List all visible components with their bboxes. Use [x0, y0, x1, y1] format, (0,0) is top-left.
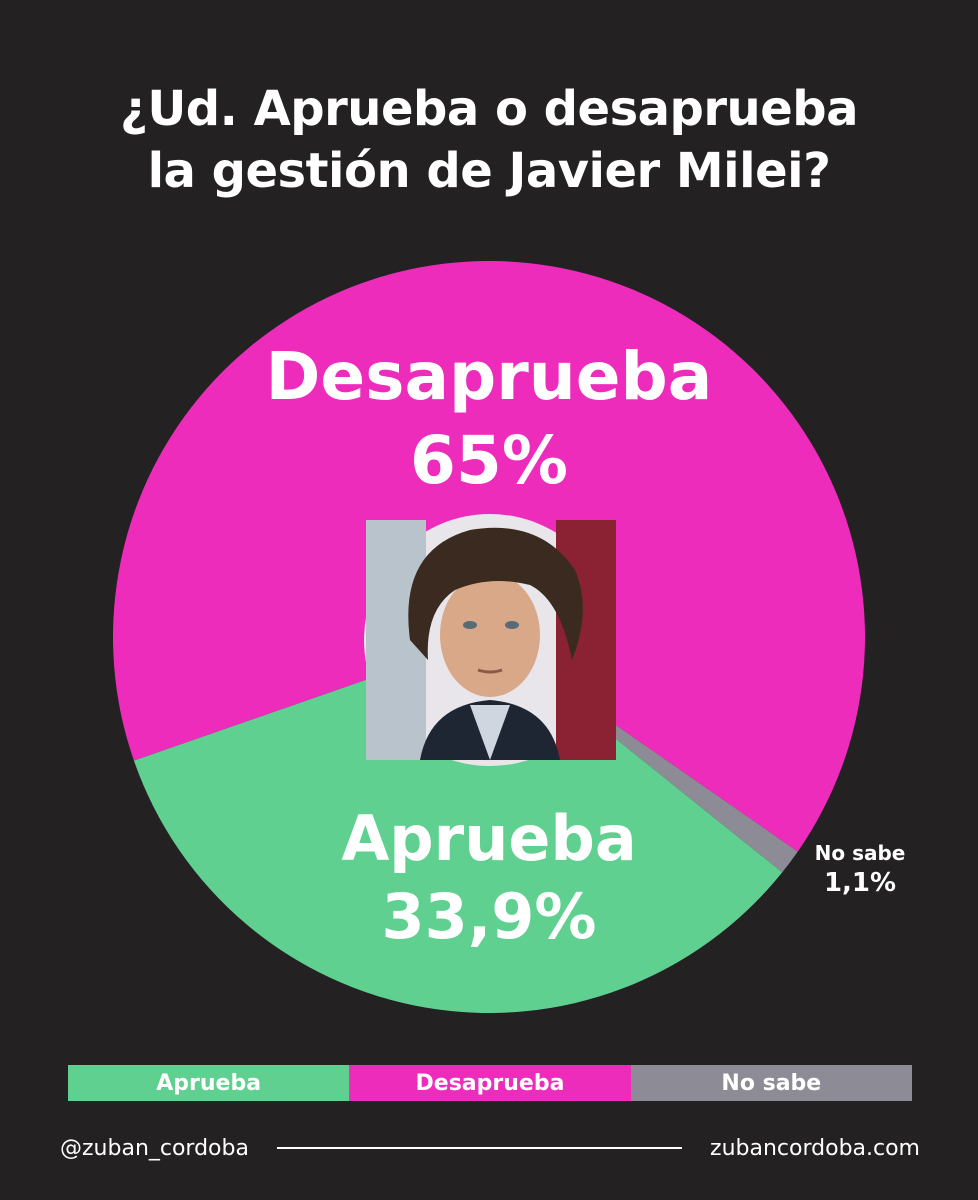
slice-value-nosabe: 1,1% [823, 868, 897, 898]
legend-item-desaprueba: Desaprueba [349, 1065, 631, 1101]
slice-name-aprueba: Aprueba [341, 802, 637, 875]
slice-label-nosabe: No sabe 1,1% [800, 840, 920, 900]
slice-value-desaprueba: 65% [410, 422, 568, 499]
slice-name-nosabe: No sabe [814, 841, 906, 865]
footer-divider [276, 1147, 683, 1149]
slice-label-desaprueba: Desaprueba 65% [189, 335, 789, 503]
website-url: zubancordoba.com [710, 1135, 920, 1161]
footer: @zuban_cordoba zubancordoba.com [60, 1133, 920, 1163]
title-line-1: ¿Ud. Aprueba o desaprueba [119, 81, 859, 137]
portrait-photo [364, 514, 616, 766]
pie-slice-aprueba [133, 637, 783, 1013]
legend: Aprueba Desaprueba No sabe [68, 1065, 912, 1101]
chart-title: ¿Ud. Aprueba o desaprueba la gestión de … [0, 78, 978, 202]
legend-item-nosabe: No sabe [630, 1065, 912, 1101]
title-line-2: la gestión de Javier Milei? [147, 143, 831, 199]
social-handle: @zuban_cordoba [60, 1135, 249, 1161]
legend-item-aprueba: Aprueba [68, 1065, 350, 1101]
slice-label-aprueba: Aprueba 33,9% [189, 800, 789, 956]
slice-value-aprueba: 33,9% [381, 880, 597, 953]
slice-name-desaprueba: Desaprueba [265, 338, 713, 415]
